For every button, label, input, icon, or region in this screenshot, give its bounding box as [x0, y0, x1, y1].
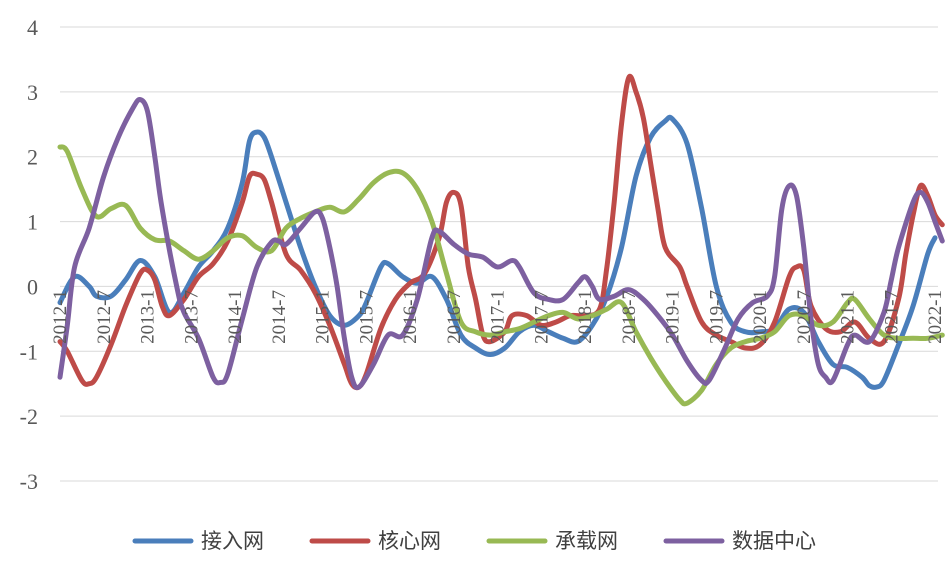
x-tick-label: 2018-1	[575, 290, 596, 344]
x-tick-label: 2014-1	[225, 290, 246, 344]
y-tick-label: -3	[20, 469, 38, 494]
x-tick-label: 2017-1	[488, 290, 509, 344]
y-axis-tick-labels: -3 -2 -1 0 1 2 3 4	[20, 15, 38, 494]
x-tick-label: 2019-7	[706, 290, 727, 344]
y-tick-label: 0	[27, 274, 38, 299]
x-tick-label: 2020-7	[794, 290, 815, 344]
x-axis-tick-labels: 2012-1 2012-7 2013-1 2013-7 2014-1 2014-7 2015…	[50, 290, 946, 344]
legend-item: 接入网	[132, 529, 264, 553]
legend-label: 核心网	[378, 529, 441, 553]
legend-label: 接入网	[201, 529, 264, 553]
x-tick-label: 2013-1	[138, 290, 159, 344]
x-tick-label: 2014-7	[269, 290, 290, 344]
series-line	[57, 97, 945, 391]
x-tick-label: 2013-7	[181, 290, 202, 344]
x-tick-label: 2016-1	[400, 290, 421, 344]
x-tick-label: 2017-7	[531, 290, 552, 344]
series-lines	[57, 73, 945, 407]
legend-item: 核心网	[309, 529, 441, 553]
x-tick-label: 2015-1	[313, 290, 334, 344]
x-tick-label: 2018-7	[619, 290, 640, 344]
legend-label: 承载网	[555, 529, 618, 553]
x-tick-label: 2021-1	[838, 290, 859, 344]
x-tick-label: 2012-1	[50, 290, 71, 344]
legend: 接入网 核心网 承载网 数据中心	[132, 529, 816, 553]
x-tick-label: 2021-7	[881, 290, 902, 344]
y-tick-label: 2	[27, 145, 38, 170]
legend-label: 数据中心	[732, 529, 816, 553]
y-tick-label: -2	[20, 404, 38, 429]
y-tick-label: 4	[27, 15, 38, 40]
x-tick-label: 2012-7	[94, 290, 115, 344]
series-line	[57, 144, 945, 407]
y-tick-label: 1	[27, 210, 38, 235]
y-tick-label: -1	[20, 339, 38, 364]
y-tick-label: 3	[27, 80, 38, 105]
x-tick-label: 2016-7	[444, 290, 465, 344]
series-line	[57, 73, 945, 391]
x-tick-label: 2015-7	[356, 290, 377, 344]
x-tick-label: 2019-1	[663, 290, 684, 344]
x-tick-label: 2020-1	[750, 290, 771, 344]
legend-item: 数据中心	[663, 529, 816, 553]
legend-item: 承载网	[486, 529, 618, 553]
x-tick-label: 2022-1	[925, 290, 946, 344]
